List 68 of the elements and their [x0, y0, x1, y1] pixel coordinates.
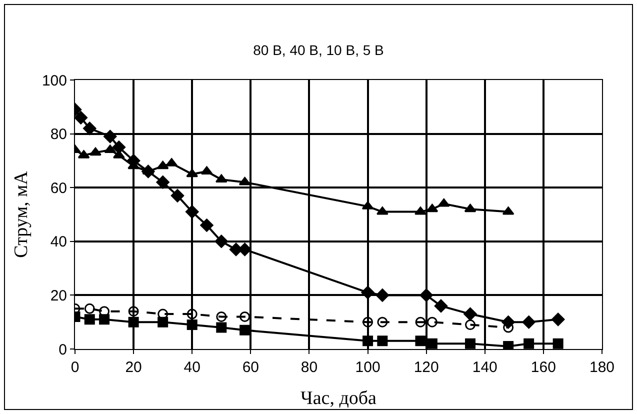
point	[362, 336, 374, 346]
x-tick-label: 40	[184, 359, 200, 376]
point	[215, 174, 228, 183]
point	[377, 316, 388, 328]
x-tick-label: 100	[355, 359, 380, 376]
y-tick-label: 60	[50, 180, 67, 197]
point	[156, 160, 169, 170]
point	[465, 338, 476, 349]
point	[240, 324, 250, 336]
point	[128, 316, 139, 328]
point	[170, 189, 184, 202]
point	[104, 130, 117, 144]
point	[186, 168, 198, 178]
point	[75, 111, 88, 124]
point	[214, 234, 228, 248]
point	[186, 205, 199, 218]
point	[362, 316, 374, 328]
point	[552, 338, 564, 349]
x-tick-label: 120	[414, 359, 439, 376]
point	[216, 322, 227, 333]
x-tick-label: 60	[242, 359, 260, 376]
y-tick-label: 20	[50, 287, 67, 304]
point	[99, 314, 110, 325]
point	[426, 338, 438, 349]
point	[186, 320, 198, 330]
chart-title: 80 В, 40 В, 10 В, 5 В	[253, 42, 384, 58]
point	[240, 311, 250, 322]
y-tick-label: 0	[58, 341, 67, 358]
point	[238, 176, 251, 186]
x-tick-label: 140	[472, 359, 498, 376]
point	[83, 122, 96, 136]
x-tick-label: 0	[70, 359, 80, 376]
point	[420, 288, 433, 302]
point	[464, 204, 476, 212]
x-tick-label: 20	[125, 359, 142, 376]
point	[415, 336, 426, 346]
point	[434, 299, 448, 313]
point	[186, 308, 198, 320]
x-tick-label: 80	[300, 359, 318, 376]
point	[415, 316, 426, 328]
point	[84, 314, 95, 325]
point	[426, 204, 438, 212]
y-tick-label: 100	[42, 72, 67, 90]
point	[426, 316, 438, 328]
point	[503, 341, 514, 349]
point	[200, 218, 214, 232]
point	[361, 286, 374, 300]
point	[438, 198, 450, 207]
point	[128, 306, 139, 317]
point	[377, 336, 388, 346]
point	[90, 147, 102, 156]
point	[84, 303, 95, 314]
point	[524, 338, 534, 349]
point	[551, 312, 565, 326]
point	[112, 140, 126, 154]
x-tick-label: 180	[589, 359, 615, 376]
point	[465, 320, 476, 330]
point	[376, 288, 390, 302]
point	[522, 316, 536, 329]
y-axis-title: Струм, мА	[11, 170, 32, 258]
x-tick-label: 160	[530, 359, 556, 376]
x-axis-title: Час, доба	[300, 388, 378, 409]
point	[156, 176, 170, 189]
point	[216, 311, 227, 322]
point	[464, 307, 477, 321]
y-tick-label: 40	[50, 234, 67, 251]
point	[414, 206, 426, 215]
y-tick-label: 80	[50, 126, 67, 144]
